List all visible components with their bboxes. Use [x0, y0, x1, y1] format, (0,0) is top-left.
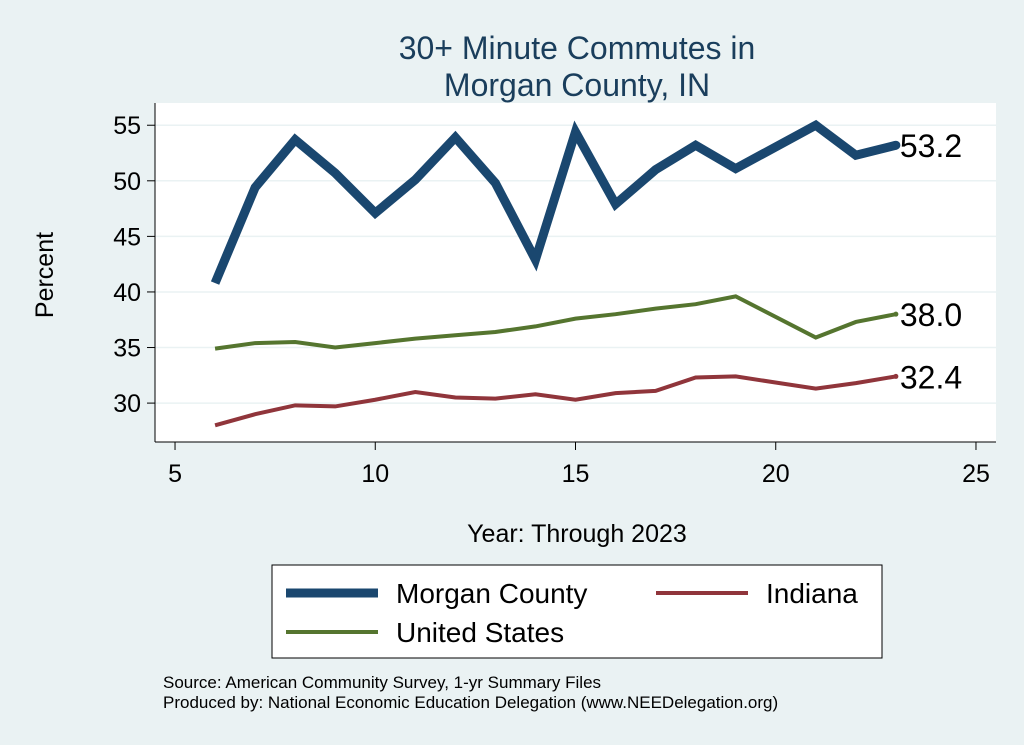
x-tick-label-20: 20: [762, 460, 790, 488]
x-tick-label-25: 25: [962, 460, 990, 488]
series-line-united-states: [214, 294, 897, 351]
end-label-united-states: 38.0: [900, 297, 962, 333]
y-tick-label-50: 50: [113, 168, 141, 196]
series-line-morgan-county: [210, 119, 897, 285]
y-tick-label-55: 55: [113, 112, 141, 140]
chart-title-line-2: Morgan County, IN: [444, 67, 710, 103]
y-axis-label: Percent: [31, 232, 59, 318]
x-tick-label-15: 15: [562, 460, 590, 488]
y-tick-label-35: 35: [113, 335, 141, 363]
legend-label-united-states: United States: [396, 617, 564, 648]
end-label-indiana: 32.4: [900, 359, 962, 395]
x-axis: 5 10 15 20 25: [155, 441, 996, 488]
series-layer: 53.2 32.4 38.0: [210, 119, 962, 428]
series-endpoint-indiana: [893, 373, 899, 379]
y-tick-label-45: 45: [113, 223, 141, 251]
y-axis: 30 35 40 45 50 55: [113, 103, 156, 442]
series-endpoint-morgan-county: [891, 140, 901, 150]
y-tick-label-40: 40: [113, 279, 141, 307]
legend-label-morgan-county: Morgan County: [396, 578, 587, 609]
legend-box: [271, 564, 883, 659]
x-tick-label-10: 10: [361, 460, 389, 488]
x-axis-label: Year: Through 2023: [467, 520, 687, 548]
chart-title-line-1: 30+ Minute Commutes in: [399, 30, 756, 66]
series-line-indiana: [214, 374, 897, 428]
x-tick-label-5: 5: [168, 460, 182, 488]
series-endpoint-united-states: [893, 311, 899, 317]
source-note: Source: American Community Survey, 1-yr …: [163, 673, 601, 692]
end-label-morgan-county: 53.2: [900, 128, 962, 164]
legend-label-indiana: Indiana: [766, 578, 858, 609]
produced-by-note: Produced by: National Economic Education…: [163, 693, 778, 712]
y-tick-label-30: 30: [113, 390, 141, 418]
